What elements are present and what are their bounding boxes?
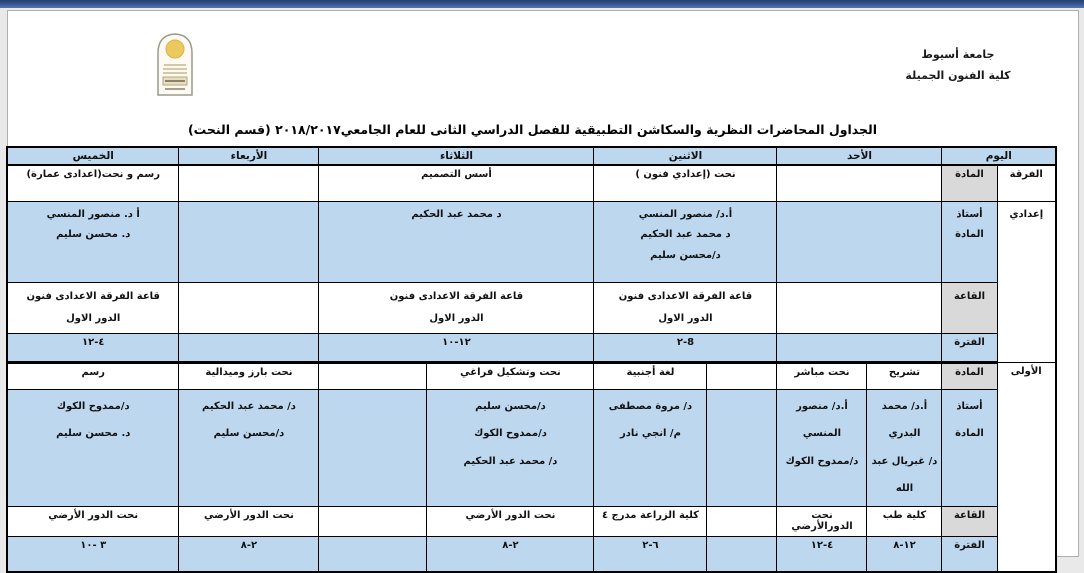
row-label-subject: المادة [941,361,998,390]
s2-period-tue-b [318,535,428,573]
s1-period-mon: ٢-8 [593,332,778,364]
s2-instructor-tue-b [318,388,428,507]
header-tuesday: الثلاثاء [318,146,595,166]
s1-room-thu: قاعة الفرقة الاعدادى فنون الدور الاول [6,281,180,334]
row-label-instructor: أستاذ المادة [941,200,998,283]
prep-subject-row: الفرقة المادة نحت (إعدادي فنون ) أسس الت… [6,164,1057,202]
prep-instructor-row: إعدادي أستاذ المادة أ.د/ منصور المنسي د … [6,200,1057,363]
university-logo [154,31,196,97]
s2-instructor-sun-a: أ.د/ محمد البدري د/ غبريال عبد الله [866,388,943,507]
s1-room-sun [776,281,943,334]
row-label-room: القاعة [941,281,998,334]
s2-subject-tue-b [318,361,428,390]
row-label-period: الفترة [941,535,998,573]
schedule-title: الجداول المحاضرات النظرية والسكاشن التطب… [187,122,878,137]
s2-room-thu: نحت الدور الأرضي [6,505,180,537]
s2-instructor-mon-b: د/ مروة مصطفى م/ انجي نادر [593,388,708,507]
s2-subject-thu: رسم [6,361,180,390]
s2-room-tue-b [318,505,428,537]
s1-subject-thu: رسم و نحت(اعدادى عمارة) [6,164,180,202]
header-wednesday: الأربعاء [178,146,320,166]
s1-room-wed [178,281,320,334]
row-label-subject: المادة [941,164,998,202]
document-page: جامعة أسيوط كلية الفنون الجميلة الجداول … [5,10,1079,573]
s2-instructor-tue-a: د/محسن سليم د/ممدوح الكوك د/ محمد عبد ال… [426,388,595,507]
row-label-room: القاعة [941,505,998,537]
prep-room-row: القاعة قاعة الفرقة الاعدادى فنون الدور ا… [6,281,1056,334]
s1-period-sun [776,332,943,364]
header-day-column: اليوم [941,146,1057,166]
first-room-row: القاعة كلية طب نحت الدورالأرضي كلية الزر… [6,505,1056,537]
s1-period-tue: ١٢-١٠ [318,332,595,364]
s1-period-thu: ٤-١٢ [6,332,180,364]
s1-period-wed [178,332,320,364]
s2-room-wed: نحت الدور الأرضي [178,505,320,537]
s2-period-thu: ٣ -١٠ [6,535,180,573]
s2-subject-tue-a: نحت وتشكيل فراغي [426,361,595,390]
header-thursday: الخميس [6,146,180,166]
s2-period-wed: ٢-٨ [178,535,320,573]
s2-period-sun-a: ١٢-٨ [866,535,943,573]
s1-instructor-tue: د محمد عبد الحكيم [318,200,595,283]
s2-subject-sun-a: تشريح [866,361,943,390]
university-name: جامعة أسيوط [921,48,995,61]
top-blue-bar [0,0,1084,8]
s1-room-mon: قاعة الفرقة الاعدادى فنون الدور الاول [593,281,778,334]
s2-period-mon-a [706,535,778,573]
header-row: اليوم الأحد الاثنين الثلاثاء الأربعاء ال… [6,146,1057,166]
s2-room-tue-a: نحت الدور الأرضي [426,505,595,537]
first-period-row: الفترة ١٢-٨ ٤-١٢ ٦-٢ ٢-٨ ٢-٨ ٣ -١٠ [6,535,1056,573]
prep-period-row: الفترة ٢-8 ١٢-١٠ ٤-١٢ [6,332,1056,364]
assiut-university-emblem-icon [157,33,193,96]
s2-instructor-sun-b: أ.د/ منصور المنسي د/ممدوح الكوك [776,388,868,507]
s2-instructor-mon-a [706,388,778,507]
row-label-instructor: أستاذ المادة [941,388,998,507]
header-sunday: الأحد [776,146,943,166]
s1-room-tue: قاعة الفرقة الاعدادى فنون الدور الاول [318,281,595,334]
s1-instructor-wed [178,200,320,283]
s2-instructor-thu: د/ممدوح الكوك د. محسن سليم [6,388,180,507]
s2-subject-sun-b: نحت مباشر [776,361,868,390]
s2-room-sun-a: كلية طب [866,505,943,537]
row-label-period: الفترة [941,332,998,364]
s2-period-sun-b: ٤-١٢ [776,535,868,573]
s1-subject-tue: أسس التصميم [318,164,595,202]
s1-instructor-thu: أ د. منصور المنسي د. محسن سليم [6,200,180,283]
s2-instructor-wed: د/ محمد عبد الحكيم د/محسن سليم [178,388,320,507]
faculty-name: كلية الفنون الجميلة [905,69,1011,82]
grade-first: الأولى [996,361,1057,573]
letterhead: جامعة أسيوط كلية الفنون الجميلة [898,44,1018,86]
first-instructor-row: أستاذ المادة أ.د/ محمد البدري د/ غبريال … [6,388,1056,507]
s2-subject-mon-b: لغة أجنبية [593,361,708,390]
s2-room-sun-b: نحت الدورالأرضي [776,505,868,537]
s2-room-mon-a [706,505,778,537]
s2-subject-mon-a [706,361,778,390]
s1-subject-wed [178,164,320,202]
s2-room-mon-b: كلية الزراعة مدرج ٤ [593,505,708,537]
s1-subject-mon: نحت (إعدادي فنون ) [593,164,778,202]
first-subject-row: الأولى المادة تشريح نحت مباشر لغة أجنبية… [6,361,1057,573]
row-label-grade: الفرقة [996,164,1057,202]
s1-instructor-mon: أ.د/ منصور المنسي د محمد عبد الحكيم د/مح… [593,200,778,283]
s2-period-tue-a: ٢-٨ [426,535,595,573]
header-monday: الاثنين [593,146,778,166]
schedule-table-container: اليوم الأحد الاثنين الثلاثاء الأربعاء ال… [5,146,1057,573]
s2-subject-wed: نحت بارز وميدالية [178,361,320,390]
s1-instructor-sun [776,200,943,283]
schedule-table: اليوم الأحد الاثنين الثلاثاء الأربعاء ال… [5,146,1057,573]
grade-prep: إعدادي [996,200,1057,363]
s1-subject-sun [776,164,943,202]
s2-period-mon-b: ٦-٢ [593,535,708,573]
